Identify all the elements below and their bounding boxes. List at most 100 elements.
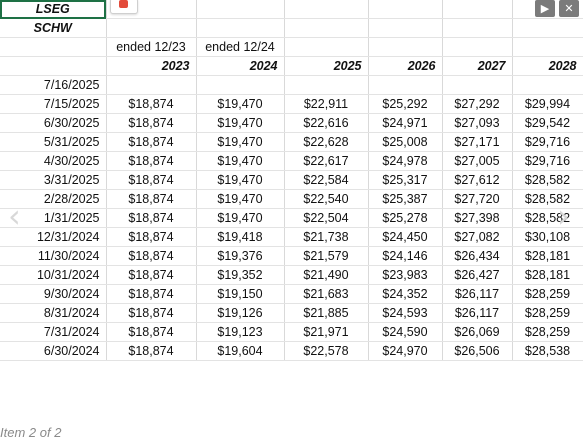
value-cell[interactable]: $19,470	[196, 208, 285, 228]
value-cell[interactable]: $19,418	[196, 227, 285, 247]
empty-cell[interactable]	[512, 18, 583, 38]
value-cell[interactable]: $19,470	[196, 189, 285, 209]
value-cell[interactable]: $28,259	[512, 284, 583, 304]
date-cell[interactable]: 5/31/2025	[0, 132, 107, 152]
value-cell[interactable]: $18,874	[106, 341, 197, 361]
value-cell[interactable]: $28,181	[512, 246, 583, 266]
year-header-cell[interactable]: 2027	[442, 56, 513, 76]
year-header-cell[interactable]: 2025	[284, 56, 369, 76]
date-cell[interactable]: 1/31/2025	[0, 208, 107, 228]
value-cell[interactable]	[442, 75, 513, 95]
empty-cell[interactable]	[442, 18, 513, 38]
period-end-cell[interactable]: ended 12/23	[106, 37, 197, 57]
value-cell[interactable]: $27,171	[442, 132, 513, 152]
value-cell[interactable]: $22,911	[284, 94, 369, 114]
value-cell[interactable]: $21,971	[284, 322, 369, 342]
value-cell[interactable]: $26,506	[442, 341, 513, 361]
value-cell[interactable]: $18,874	[106, 303, 197, 323]
value-cell[interactable]: $21,490	[284, 265, 369, 285]
value-cell[interactable]: $26,434	[442, 246, 513, 266]
value-cell[interactable]: $22,628	[284, 132, 369, 152]
date-cell[interactable]: 7/16/2025	[0, 75, 107, 95]
close-icon[interactable]: ✕	[559, 0, 579, 17]
value-cell[interactable]: $21,579	[284, 246, 369, 266]
date-cell[interactable]: 8/31/2024	[0, 303, 107, 323]
value-cell[interactable]: $24,978	[368, 151, 443, 171]
value-cell[interactable]: $28,582	[512, 189, 583, 209]
value-cell[interactable]: $27,612	[442, 170, 513, 190]
value-cell[interactable]: $18,874	[106, 94, 197, 114]
value-cell[interactable]: $24,146	[368, 246, 443, 266]
empty-cell[interactable]	[368, 0, 443, 19]
value-cell[interactable]: $22,616	[284, 113, 369, 133]
value-cell[interactable]	[368, 75, 443, 95]
empty-cell[interactable]	[284, 18, 369, 38]
value-cell[interactable]: $22,578	[284, 341, 369, 361]
date-cell[interactable]: 2/28/2025	[0, 189, 107, 209]
date-cell[interactable]: 9/30/2024	[0, 284, 107, 304]
year-header-cell[interactable]: 2023	[106, 56, 197, 76]
value-cell[interactable]: $28,582	[512, 208, 583, 228]
value-cell[interactable]: $23,983	[368, 265, 443, 285]
value-cell[interactable]: $27,720	[442, 189, 513, 209]
value-cell[interactable]: $18,874	[106, 113, 197, 133]
value-cell[interactable]: $26,427	[442, 265, 513, 285]
value-cell[interactable]: $28,538	[512, 341, 583, 361]
value-cell[interactable]: $22,540	[284, 189, 369, 209]
value-cell[interactable]: $18,874	[106, 151, 197, 171]
value-cell[interactable]: $27,292	[442, 94, 513, 114]
empty-cell[interactable]	[106, 18, 197, 38]
value-cell[interactable]: $28,259	[512, 322, 583, 342]
value-cell[interactable]: $21,683	[284, 284, 369, 304]
value-cell[interactable]: $29,994	[512, 94, 583, 114]
value-cell[interactable]: $24,450	[368, 227, 443, 247]
value-cell[interactable]: $25,278	[368, 208, 443, 228]
empty-cell[interactable]	[368, 18, 443, 38]
ticker-cell[interactable]: LSEG	[0, 0, 107, 19]
value-cell[interactable]: $24,970	[368, 341, 443, 361]
empty-cell[interactable]	[196, 18, 285, 38]
value-cell[interactable]: $25,387	[368, 189, 443, 209]
value-cell[interactable]: $19,470	[196, 170, 285, 190]
date-cell[interactable]: 10/31/2024	[0, 265, 107, 285]
value-cell[interactable]: $22,617	[284, 151, 369, 171]
value-cell[interactable]: $21,885	[284, 303, 369, 323]
value-cell[interactable]: $22,504	[284, 208, 369, 228]
value-cell[interactable]: $27,005	[442, 151, 513, 171]
value-cell[interactable]: $18,874	[106, 246, 197, 266]
value-cell[interactable]: $29,716	[512, 132, 583, 152]
chevron-right-icon[interactable]: ›	[557, 197, 570, 235]
value-cell[interactable]: $28,181	[512, 265, 583, 285]
value-cell[interactable]: $24,352	[368, 284, 443, 304]
value-cell[interactable]: $25,292	[368, 94, 443, 114]
period-end-cell[interactable]: ended 12/24	[196, 37, 285, 57]
value-cell[interactable]	[512, 75, 583, 95]
value-cell[interactable]: $18,874	[106, 189, 197, 209]
value-cell[interactable]: $29,542	[512, 113, 583, 133]
value-cell[interactable]	[284, 75, 369, 95]
value-cell[interactable]: $29,716	[512, 151, 583, 171]
value-cell[interactable]: $26,069	[442, 322, 513, 342]
value-cell[interactable]: $27,398	[442, 208, 513, 228]
date-cell[interactable]: 7/31/2024	[0, 322, 107, 342]
empty-cell[interactable]	[0, 56, 107, 76]
empty-cell[interactable]	[284, 0, 369, 19]
value-cell[interactable]: $25,008	[368, 132, 443, 152]
value-cell[interactable]: $19,123	[196, 322, 285, 342]
value-cell[interactable]: $19,470	[196, 151, 285, 171]
value-cell[interactable]: $28,259	[512, 303, 583, 323]
play-icon[interactable]: ▶	[535, 0, 555, 17]
value-cell[interactable]: $25,317	[368, 170, 443, 190]
value-cell[interactable]: $27,093	[442, 113, 513, 133]
empty-cell[interactable]	[512, 37, 583, 57]
value-cell[interactable]	[196, 75, 285, 95]
date-cell[interactable]: 6/30/2025	[0, 113, 107, 133]
value-cell[interactable]: $19,470	[196, 94, 285, 114]
value-cell[interactable]: $19,352	[196, 265, 285, 285]
value-cell[interactable]: $19,150	[196, 284, 285, 304]
value-cell[interactable]: $18,874	[106, 170, 197, 190]
date-cell[interactable]: 11/30/2024	[0, 246, 107, 266]
value-cell[interactable]: $19,470	[196, 132, 285, 152]
ticker-cell[interactable]: SCHW	[0, 18, 107, 38]
year-header-cell[interactable]: 2028	[512, 56, 583, 76]
